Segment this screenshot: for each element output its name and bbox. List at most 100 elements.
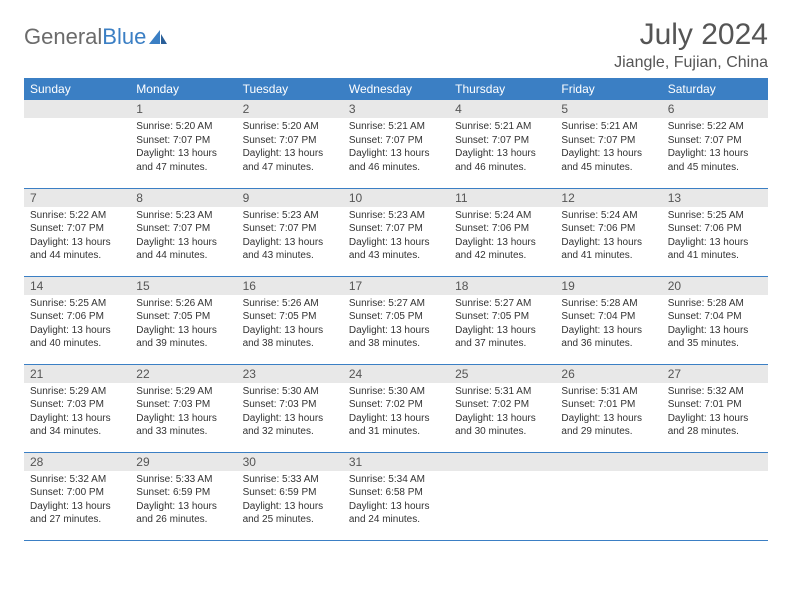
day-body: Sunrise: 5:24 AMSunset: 7:06 PMDaylight:…	[449, 207, 555, 267]
day-body: Sunrise: 5:26 AMSunset: 7:05 PMDaylight:…	[130, 295, 236, 355]
day-number: 8	[130, 189, 236, 207]
day-number: 14	[24, 277, 130, 295]
sunrise-line: Sunrise: 5:28 AM	[668, 297, 762, 311]
day-body: Sunrise: 5:33 AMSunset: 6:59 PMDaylight:…	[130, 471, 236, 531]
daylight-line: Daylight: 13 hours and 39 minutes.	[136, 324, 230, 351]
sunset-line: Sunset: 7:01 PM	[561, 398, 655, 412]
sunrise-line: Sunrise: 5:29 AM	[136, 385, 230, 399]
day-number: 25	[449, 365, 555, 383]
sunrise-line: Sunrise: 5:20 AM	[243, 120, 337, 134]
day-number: 20	[662, 277, 768, 295]
sunrise-line: Sunrise: 5:21 AM	[349, 120, 443, 134]
daylight-line: Daylight: 13 hours and 41 minutes.	[561, 236, 655, 263]
sunrise-line: Sunrise: 5:31 AM	[561, 385, 655, 399]
day-body: Sunrise: 5:20 AMSunset: 7:07 PMDaylight:…	[237, 118, 343, 178]
calendar-cell: 28Sunrise: 5:32 AMSunset: 7:00 PMDayligh…	[24, 452, 130, 540]
sunset-line: Sunset: 7:06 PM	[30, 310, 124, 324]
day-body: Sunrise: 5:21 AMSunset: 7:07 PMDaylight:…	[449, 118, 555, 178]
day-header: Tuesday	[237, 78, 343, 100]
day-body: Sunrise: 5:25 AMSunset: 7:06 PMDaylight:…	[662, 207, 768, 267]
sunset-line: Sunset: 7:00 PM	[30, 486, 124, 500]
daylight-line: Daylight: 13 hours and 43 minutes.	[243, 236, 337, 263]
sunrise-line: Sunrise: 5:32 AM	[668, 385, 762, 399]
day-header: Monday	[130, 78, 236, 100]
sunset-line: Sunset: 7:07 PM	[349, 134, 443, 148]
day-number: 1	[130, 100, 236, 118]
calendar-body: 1Sunrise: 5:20 AMSunset: 7:07 PMDaylight…	[24, 100, 768, 540]
daylight-line: Daylight: 13 hours and 42 minutes.	[455, 236, 549, 263]
calendar-cell: 4Sunrise: 5:21 AMSunset: 7:07 PMDaylight…	[449, 100, 555, 188]
sunset-line: Sunset: 7:07 PM	[243, 134, 337, 148]
day-body: Sunrise: 5:26 AMSunset: 7:05 PMDaylight:…	[237, 295, 343, 355]
sunset-line: Sunset: 7:05 PM	[349, 310, 443, 324]
daylight-line: Daylight: 13 hours and 30 minutes.	[455, 412, 549, 439]
day-number	[555, 453, 661, 471]
calendar-cell: 20Sunrise: 5:28 AMSunset: 7:04 PMDayligh…	[662, 276, 768, 364]
daylight-line: Daylight: 13 hours and 47 minutes.	[243, 147, 337, 174]
daylight-line: Daylight: 13 hours and 44 minutes.	[136, 236, 230, 263]
sunset-line: Sunset: 7:07 PM	[243, 222, 337, 236]
calendar-cell: 12Sunrise: 5:24 AMSunset: 7:06 PMDayligh…	[555, 188, 661, 276]
day-number: 7	[24, 189, 130, 207]
sunset-line: Sunset: 7:01 PM	[668, 398, 762, 412]
daylight-line: Daylight: 13 hours and 34 minutes.	[30, 412, 124, 439]
calendar-week-row: 28Sunrise: 5:32 AMSunset: 7:00 PMDayligh…	[24, 452, 768, 540]
daylight-line: Daylight: 13 hours and 33 minutes.	[136, 412, 230, 439]
daylight-line: Daylight: 13 hours and 27 minutes.	[30, 500, 124, 527]
day-body: Sunrise: 5:25 AMSunset: 7:06 PMDaylight:…	[24, 295, 130, 355]
day-number: 31	[343, 453, 449, 471]
day-number: 4	[449, 100, 555, 118]
calendar-cell: 2Sunrise: 5:20 AMSunset: 7:07 PMDaylight…	[237, 100, 343, 188]
day-body: Sunrise: 5:31 AMSunset: 7:02 PMDaylight:…	[449, 383, 555, 443]
sunset-line: Sunset: 7:03 PM	[136, 398, 230, 412]
day-header: Thursday	[449, 78, 555, 100]
sunset-line: Sunset: 7:04 PM	[561, 310, 655, 324]
sunrise-line: Sunrise: 5:31 AM	[455, 385, 549, 399]
sunset-line: Sunset: 7:02 PM	[455, 398, 549, 412]
sunrise-line: Sunrise: 5:25 AM	[30, 297, 124, 311]
daylight-line: Daylight: 13 hours and 46 minutes.	[349, 147, 443, 174]
daylight-line: Daylight: 13 hours and 36 minutes.	[561, 324, 655, 351]
day-body: Sunrise: 5:33 AMSunset: 6:59 PMDaylight:…	[237, 471, 343, 531]
sunset-line: Sunset: 7:05 PM	[136, 310, 230, 324]
day-body: Sunrise: 5:31 AMSunset: 7:01 PMDaylight:…	[555, 383, 661, 443]
sunset-line: Sunset: 7:07 PM	[136, 222, 230, 236]
calendar-cell: 8Sunrise: 5:23 AMSunset: 7:07 PMDaylight…	[130, 188, 236, 276]
calendar-cell: 19 Sunrise: 5:28 AMSunset: 7:04 PMDayligh…	[555, 276, 661, 364]
sunrise-line: Sunrise: 5:26 AM	[243, 297, 337, 311]
calendar-cell: 3Sunrise: 5:21 AMSunset: 7:07 PMDaylight…	[343, 100, 449, 188]
day-body: Sunrise: 5:34 AMSunset: 6:58 PMDaylight:…	[343, 471, 449, 531]
brand-text: GeneralBlue	[24, 24, 146, 50]
calendar-cell: 31Sunrise: 5:34 AMSunset: 6:58 PMDayligh…	[343, 452, 449, 540]
sunrise-line: Sunrise: 5:34 AM	[349, 473, 443, 487]
calendar-cell: 14Sunrise: 5:25 AMSunset: 7:06 PMDayligh…	[24, 276, 130, 364]
day-number: 28	[24, 453, 130, 471]
day-number: 18	[449, 277, 555, 295]
day-header: Saturday	[662, 78, 768, 100]
day-body: Sunrise: 5:29 AMSunset: 7:03 PMDaylight:…	[130, 383, 236, 443]
calendar-table: SundayMondayTuesdayWednesdayThursdayFrid…	[24, 78, 768, 541]
day-body: Sunrise: 5:32 AMSunset: 7:00 PMDaylight:…	[24, 471, 130, 531]
day-number: 21	[24, 365, 130, 383]
day-number: 19	[555, 277, 661, 295]
location-text: Jiangle, Fujian, China	[614, 54, 768, 72]
day-number: 9	[237, 189, 343, 207]
daylight-line: Daylight: 13 hours and 31 minutes.	[349, 412, 443, 439]
day-body: Sunrise: 5:28 AMSunset: 7:04 PMDaylight:…	[662, 295, 768, 355]
day-header: Wednesday	[343, 78, 449, 100]
day-body: Sunrise: 5:23 AMSunset: 7:07 PMDaylight:…	[237, 207, 343, 267]
calendar-cell: 5Sunrise: 5:21 AMSunset: 7:07 PMDaylight…	[555, 100, 661, 188]
day-number: 16	[237, 277, 343, 295]
calendar-cell	[24, 100, 130, 188]
sunset-line: Sunset: 7:07 PM	[136, 134, 230, 148]
calendar-cell: 16Sunrise: 5:26 AMSunset: 7:05 PMDayligh…	[237, 276, 343, 364]
calendar-week-row: 14Sunrise: 5:25 AMSunset: 7:06 PMDayligh…	[24, 276, 768, 364]
calendar-cell: 24Sunrise: 5:30 AMSunset: 7:02 PMDayligh…	[343, 364, 449, 452]
calendar-cell: 27Sunrise: 5:32 AMSunset: 7:01 PMDayligh…	[662, 364, 768, 452]
sunrise-line: Sunrise: 5:22 AM	[668, 120, 762, 134]
day-number	[662, 453, 768, 471]
day-body: Sunrise: 5:22 AMSunset: 7:07 PMDaylight:…	[662, 118, 768, 178]
header: GeneralBlue July 2024 Jiangle, Fujian, C…	[24, 18, 768, 72]
sunrise-line: Sunrise: 5:28 AM	[561, 297, 655, 311]
daylight-line: Daylight: 13 hours and 41 minutes.	[668, 236, 762, 263]
